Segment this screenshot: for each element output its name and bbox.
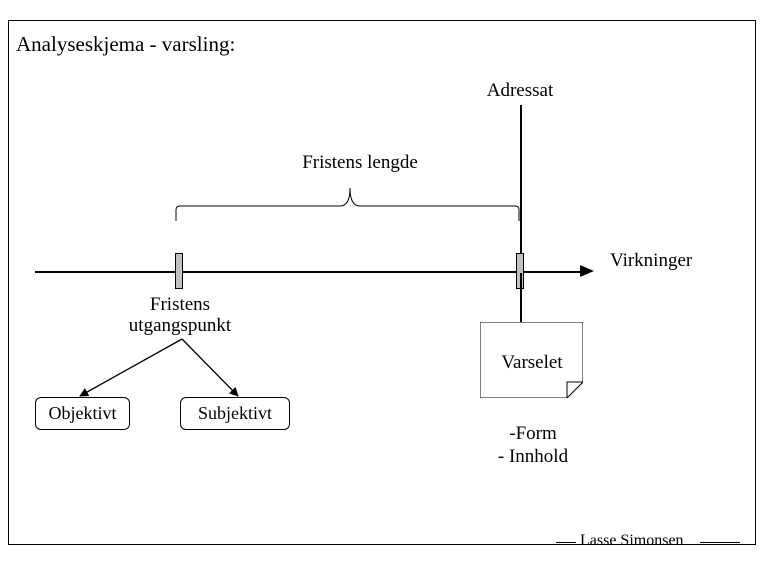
node-subjektivt-label: Subjektivt xyxy=(198,403,272,424)
author-line-left xyxy=(556,542,576,543)
adressat-connector xyxy=(520,105,522,269)
varselet-note: Varselet xyxy=(480,322,583,398)
diagram-frame xyxy=(8,20,756,545)
varselet-connector xyxy=(520,273,522,322)
fristens-lengde-label: Fristens lengde xyxy=(302,152,418,174)
varselet-label: Varselet xyxy=(501,352,562,374)
timeline-tick-start xyxy=(175,253,183,289)
virkninger-label: Virkninger xyxy=(610,250,692,272)
node-objektivt-label: Objektivt xyxy=(49,403,117,424)
timeline xyxy=(35,271,582,273)
node-subjektivt: Subjektivt xyxy=(180,397,290,430)
diagram-title: Analyseskjema - varsling: xyxy=(16,32,235,57)
author-line-right xyxy=(700,542,740,543)
fristens-utgangspunkt-line1: Fristens xyxy=(150,294,210,315)
node-objektivt: Objektivt xyxy=(35,397,130,430)
author-label: Lasse Simonsen xyxy=(580,532,684,550)
fristens-utgangspunkt-line2: utgangspunkt xyxy=(129,315,231,336)
timeline-arrowhead xyxy=(580,265,594,277)
fristens-utgangspunkt-label: Fristens utgangspunkt xyxy=(129,295,231,337)
varselet-innhold-label: - Innhold xyxy=(498,446,568,468)
varselet-form-label: -Form xyxy=(509,423,557,445)
adressat-label: Adressat xyxy=(487,80,553,102)
